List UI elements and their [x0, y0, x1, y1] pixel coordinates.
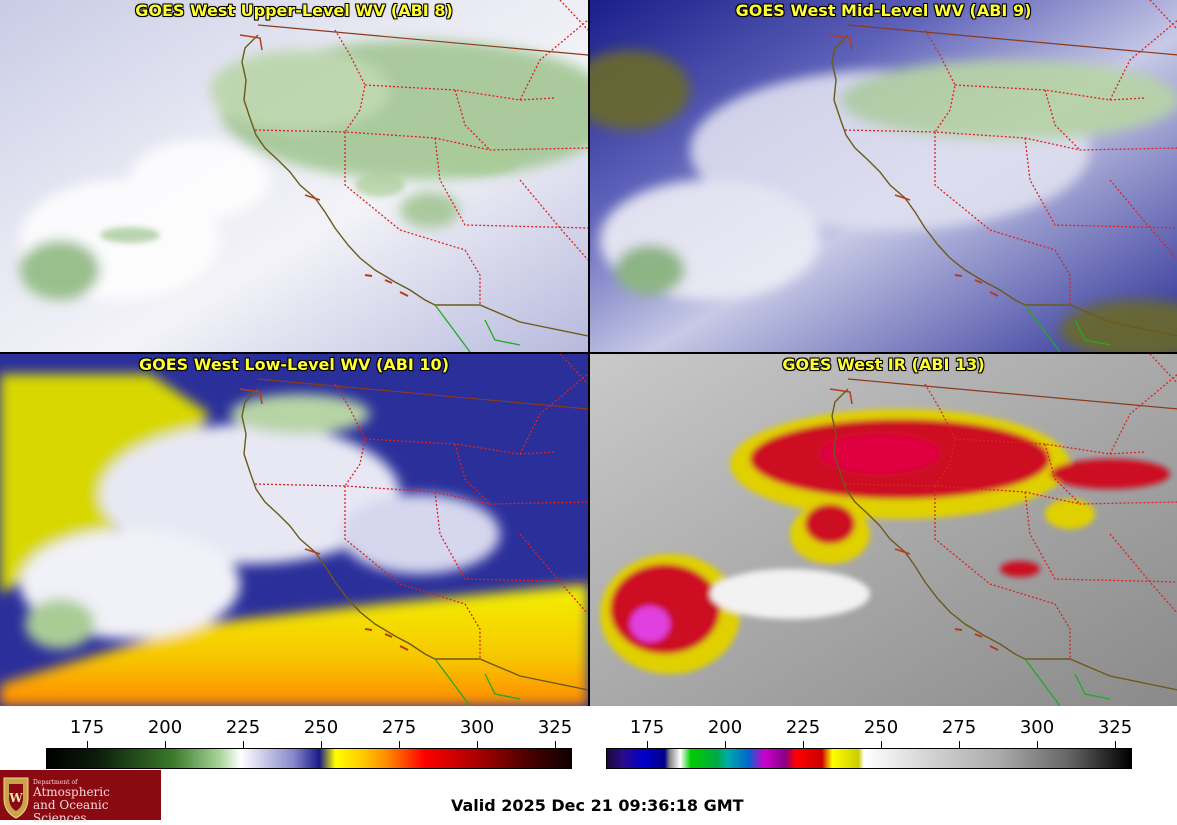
ir-tick-325	[1115, 741, 1116, 748]
university-crest-icon: W	[3, 777, 29, 819]
ir-tick-label: 175	[629, 717, 665, 738]
ir-colorbar-gradient	[606, 748, 1132, 769]
ir-tick-200	[725, 741, 726, 748]
valid-timestamp: Valid 2025 Dec 21 09:36:18 GMT	[451, 796, 744, 815]
panel-low-level-wv: GOES West Low-Level WV (ABI 10)	[0, 354, 588, 706]
wv-tick-label: 275	[381, 717, 417, 738]
wv-tick-300	[477, 741, 478, 748]
ir-imagery	[590, 354, 1177, 706]
wv-tick-label: 300	[459, 717, 495, 738]
ir-tick-label: 200	[707, 717, 743, 738]
panel-title: GOES West IR (ABI 13)	[782, 355, 985, 374]
ir-tick-label: 225	[785, 717, 821, 738]
mid-level-wv-imagery	[590, 0, 1177, 352]
ir-tick-225	[803, 741, 804, 748]
panel-title: GOES West Low-Level WV (ABI 10)	[138, 355, 449, 374]
wv-tick-275	[399, 741, 400, 748]
panel-mid-level-wv: GOES West Mid-Level WV (ABI 9)	[590, 0, 1177, 352]
svg-text:W: W	[8, 791, 23, 805]
wv-colorbar-gradient	[46, 748, 572, 769]
wv-tick-label: 325	[537, 717, 573, 738]
logo-name-line2: and Oceanic Sciences	[33, 798, 109, 825]
department-logo: W Department of Atmospheric and Oceanic …	[0, 770, 161, 825]
wv-tick-label: 200	[147, 717, 183, 738]
wv-tick-label: 250	[303, 717, 339, 738]
ir-tick-250	[881, 741, 882, 748]
panel-title: GOES West Mid-Level WV (ABI 9)	[735, 1, 1032, 20]
wv-tick-200	[165, 741, 166, 748]
wv-tick-label: 175	[69, 717, 105, 738]
wv-tick-325	[555, 741, 556, 748]
logo-name-line1: Atmospheric	[33, 785, 110, 799]
ir-tick-label: 250	[863, 717, 899, 738]
ir-tick-label: 275	[941, 717, 977, 738]
panel-upper-level-wv: GOES West Upper-Level WV (ABI 8)	[0, 0, 588, 352]
panel-ir: GOES West IR (ABI 13)	[590, 354, 1177, 706]
wv-tick-225	[243, 741, 244, 748]
ir-tick-300	[1037, 741, 1038, 748]
upper-level-wv-imagery	[0, 0, 588, 352]
ir-tick-label: 300	[1019, 717, 1055, 738]
low-level-wv-imagery	[0, 354, 588, 706]
wv-tick-label: 225	[225, 717, 261, 738]
logo-department-line: Department of	[33, 779, 78, 786]
wv-tick-175	[87, 741, 88, 748]
ir-tick-175	[647, 741, 648, 748]
ir-tick-275	[959, 741, 960, 748]
panel-title: GOES West Upper-Level WV (ABI 8)	[135, 1, 453, 20]
panel-divider-horizontal	[0, 352, 1177, 354]
ir-tick-label: 325	[1097, 717, 1133, 738]
wv-tick-250	[321, 741, 322, 748]
